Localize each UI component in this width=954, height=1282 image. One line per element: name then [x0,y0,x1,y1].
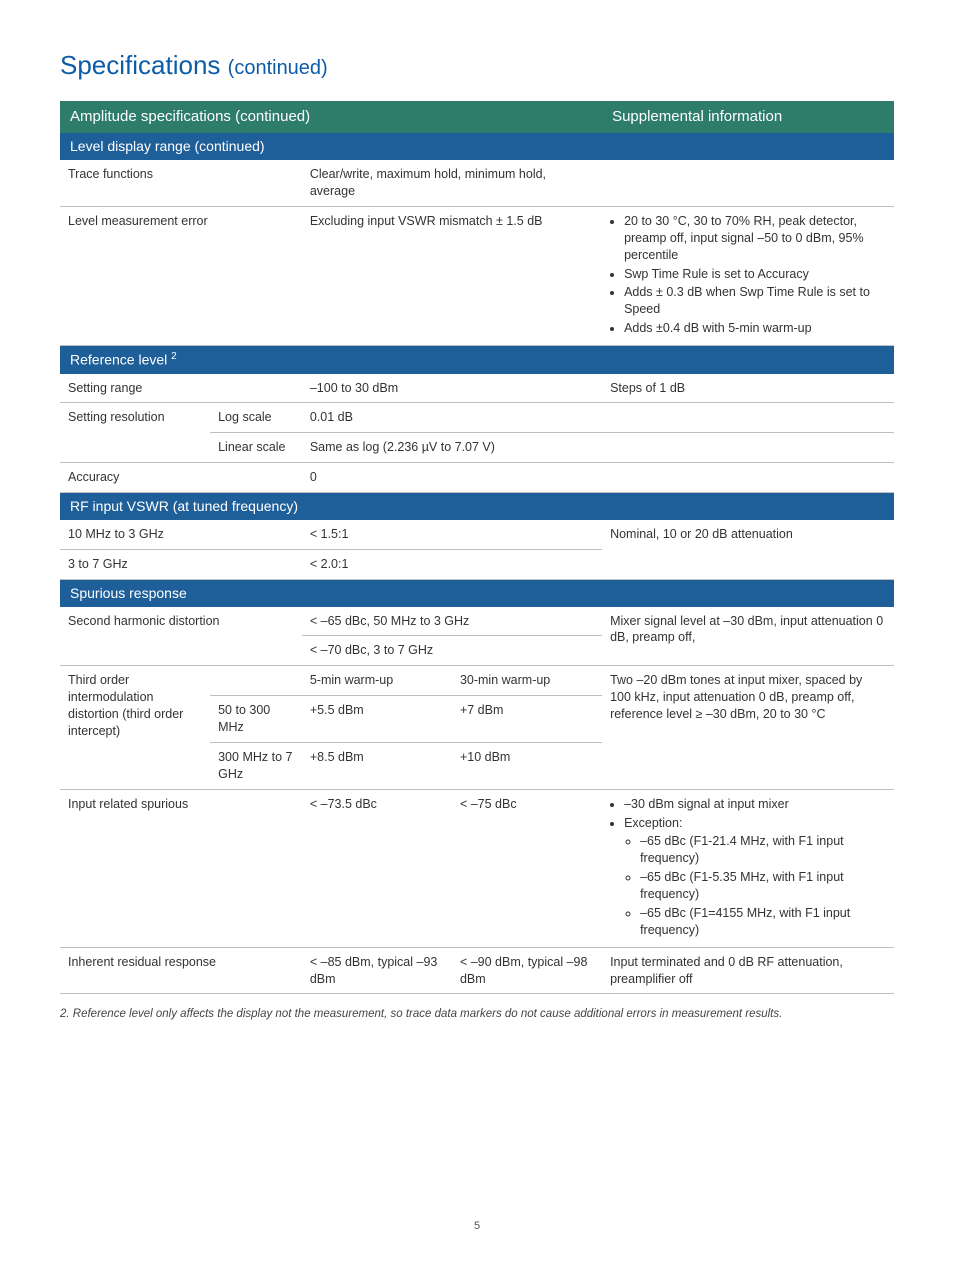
title-continued: (continued) [228,57,328,79]
row-sublabel: 50 to 300 MHz [210,696,302,743]
row-value: Clear/write, maximum hold, minimum hold,… [302,160,602,206]
row-supp: Two –20 dBm tones at input mixer, spaced… [602,666,894,789]
row-value: < 1.5:1 [302,520,602,549]
supp-subitem: –65 dBc (F1-5.35 MHz, with F1 input freq… [640,869,886,903]
supp-item: Swp Time Rule is set to Accuracy [624,266,886,283]
supp-item: –30 dBm signal at input mixer [624,796,886,813]
table-row: Setting range –100 to 30 dBm Steps of 1 … [60,374,894,403]
row-label: Setting resolution [60,403,210,463]
row-value: 30-min warm-up [452,666,602,696]
row-sublabel: Log scale [210,403,302,433]
supp-subitem: –65 dBc (F1=4155 MHz, with F1 input freq… [640,905,886,939]
row-supp [602,403,894,433]
row-value: < –90 dBm, typical –98 dBm [452,947,602,994]
header-row-green: Amplitude specifications (continued) Sup… [60,101,894,133]
row-supp: Steps of 1 dB [602,374,894,403]
supp-item: Adds ± 0.3 dB when Swp Time Rule is set … [624,284,886,318]
row-label: Inherent residual response [60,947,302,994]
section-vswr: RF input VSWR (at tuned frequency) [60,493,894,520]
row-label: 10 MHz to 3 GHz [60,520,302,549]
table-row: Trace functions Clear/write, maximum hol… [60,160,894,206]
section-level-display: Level display range (continued) [60,133,894,160]
row-value: < –85 dBm, typical –93 dBm [302,947,452,994]
table-row: 10 MHz to 3 GHz < 1.5:1 Nominal, 10 or 2… [60,520,894,549]
row-value: 5-min warm-up [302,666,452,696]
page-number: 5 [60,1220,894,1232]
row-value: 0 [302,463,602,493]
supp-item: 20 to 30 °C, 30 to 70% RH, peak detector… [624,213,886,264]
table-row: Setting resolution Log scale 0.01 dB [60,403,894,433]
row-sublabel: Linear scale [210,433,302,463]
row-supp [602,433,894,463]
row-label: 3 to 7 GHz [60,549,302,579]
row-value: 0.01 dB [302,403,602,433]
section-spurious: Spurious response [60,579,894,606]
row-value: < –65 dBc, 50 MHz to 3 GHz [302,607,602,636]
table-row: Second harmonic distortion < –65 dBc, 50… [60,607,894,636]
row-value: < –75 dBc [452,789,602,947]
row-supp: Mixer signal level at –30 dBm, input att… [602,607,894,666]
supp-item: Exception: –65 dBc (F1-21.4 MHz, with F1… [624,815,886,939]
header-amplitude: Amplitude specifications (continued) [60,101,602,133]
supp-item: Adds ±0.4 dB with 5-min warm-up [624,320,886,337]
table-row: Input related spurious < –73.5 dBc < –75… [60,789,894,947]
table-row: Third order intermodulation distortion (… [60,666,894,696]
section-reference-level: Reference level 2 [60,346,894,374]
row-value: +5.5 dBm [302,696,452,743]
row-supp: Nominal, 10 or 20 dB attenuation [602,520,894,579]
row-supp [602,463,894,493]
page-title: Specifications (continued) [60,50,894,81]
footnote: 2. Reference level only affects the disp… [60,1008,894,1020]
spec-table: Amplitude specifications (continued) Sup… [60,101,894,994]
row-label: Accuracy [60,463,302,493]
row-sublabel [210,666,302,696]
table-row: Inherent residual response < –85 dBm, ty… [60,947,894,994]
row-sublabel: 300 MHz to 7 GHz [210,742,302,789]
row-supp: Input terminated and 0 dB RF attenuation… [602,947,894,994]
row-supp: 20 to 30 °C, 30 to 70% RH, peak detector… [602,206,894,345]
section-label: Reference level 2 [60,346,894,374]
title-main: Specifications [60,50,228,80]
section-label: RF input VSWR (at tuned frequency) [60,493,894,520]
row-value: < 2.0:1 [302,549,602,579]
row-supp [602,160,894,206]
section-label: Level display range (continued) [60,133,894,160]
row-label: Setting range [60,374,302,403]
row-value: +8.5 dBm [302,742,452,789]
supp-subitem: –65 dBc (F1-21.4 MHz, with F1 input freq… [640,833,886,867]
row-value: +10 dBm [452,742,602,789]
section-label: Spurious response [60,579,894,606]
table-row: Accuracy 0 [60,463,894,493]
table-row: Level measurement error Excluding input … [60,206,894,345]
header-supplemental: Supplemental information [602,101,894,133]
row-label: Trace functions [60,160,302,206]
row-label: Level measurement error [60,206,302,345]
row-value: +7 dBm [452,696,602,743]
row-label: Input related spurious [60,789,302,947]
row-value: < –73.5 dBc [302,789,452,947]
row-value: –100 to 30 dBm [302,374,602,403]
row-label: Third order intermodulation distortion (… [60,666,210,789]
row-value: < –70 dBc, 3 to 7 GHz [302,636,602,666]
row-supp: –30 dBm signal at input mixer Exception:… [602,789,894,947]
row-value: Excluding input VSWR mismatch ± 1.5 dB [302,206,602,345]
row-label: Second harmonic distortion [60,607,302,666]
row-value: Same as log (2.236 µV to 7.07 V) [302,433,602,463]
